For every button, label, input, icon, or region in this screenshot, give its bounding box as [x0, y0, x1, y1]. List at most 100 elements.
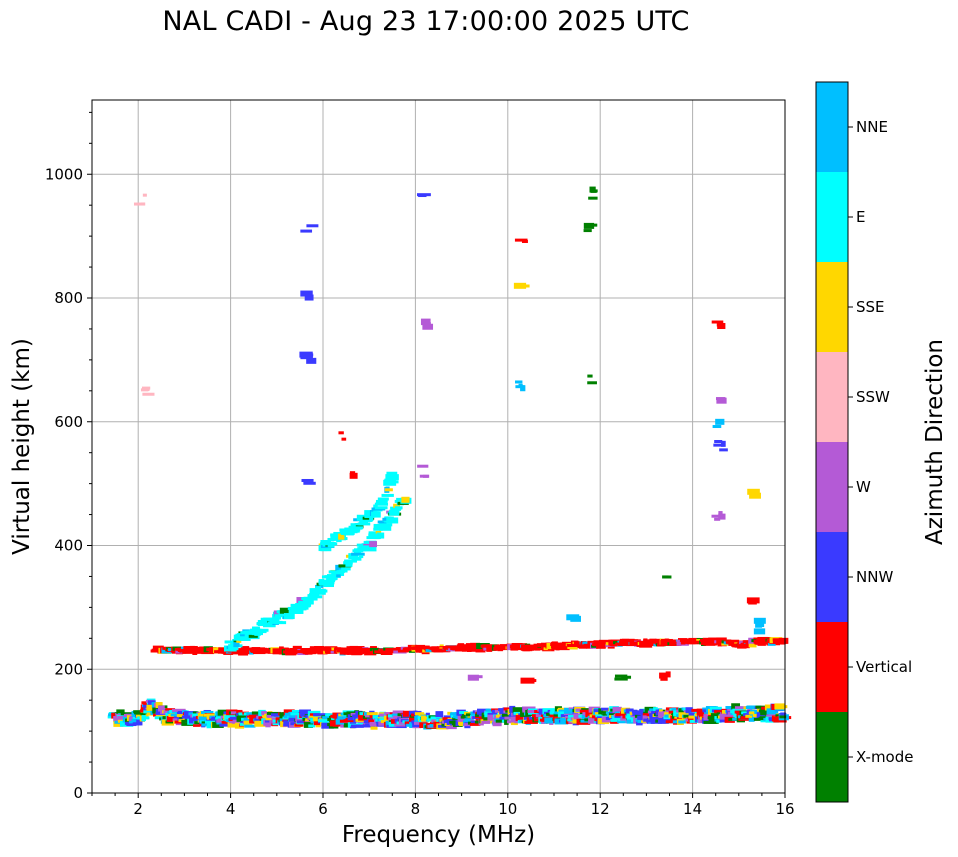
trace-mark — [764, 641, 769, 645]
trace-mark — [725, 706, 734, 710]
trace-mark — [464, 718, 474, 722]
echo-mark — [303, 481, 316, 485]
trace-mark — [170, 713, 181, 717]
echo-mark — [614, 677, 628, 681]
trace-mark — [605, 716, 618, 720]
y-tick-label: 200 — [54, 660, 83, 678]
trace-mark — [477, 708, 490, 715]
trace-mark — [141, 715, 146, 722]
trace-mark — [389, 509, 400, 516]
y-axis-label: Virtual height (km) — [9, 338, 35, 555]
trace-mark — [254, 717, 261, 724]
trace-mark — [362, 545, 377, 552]
trace-mark — [478, 713, 484, 717]
trace-mark — [343, 719, 358, 723]
trace-mark — [318, 719, 332, 723]
trace-mark — [659, 709, 664, 713]
chart-title: NAL CADI - Aug 23 17:00:00 2025 UTC — [162, 6, 690, 37]
trace-mark — [581, 708, 591, 712]
trace-mark — [394, 506, 403, 510]
x-tick-label: 10 — [498, 800, 517, 818]
echo-mark — [349, 472, 358, 479]
echo-mark — [753, 628, 766, 635]
echo-mark — [513, 282, 527, 289]
trace-mark — [348, 553, 358, 560]
echo-mark — [659, 672, 668, 679]
trace-mark — [689, 719, 699, 723]
trace-mark — [428, 646, 438, 650]
trace-mark — [401, 496, 410, 503]
trace-mark — [238, 637, 251, 641]
trace-mark — [591, 715, 598, 719]
colorbar-title: Azimuth Direction — [922, 339, 948, 545]
trace-mark — [125, 718, 133, 725]
trace-mark — [274, 621, 287, 625]
trace-mark — [727, 708, 733, 712]
trace-mark — [499, 716, 509, 720]
echo-mark — [570, 615, 581, 622]
echo-mark — [422, 323, 434, 330]
trace-mark — [288, 611, 294, 615]
trace-mark — [385, 474, 399, 481]
x-tick-label: 12 — [591, 800, 610, 818]
trace-mark — [248, 634, 258, 638]
colorbar-frame — [815, 81, 849, 803]
trace-mark — [201, 710, 214, 714]
trace-mark — [252, 626, 260, 630]
trace-mark — [233, 718, 240, 722]
trace-mark — [377, 520, 387, 524]
echo-mark — [416, 193, 431, 197]
trace-mark — [719, 713, 734, 720]
trace-mark — [578, 714, 583, 718]
trace-mark — [294, 723, 304, 727]
trace-mark — [780, 641, 786, 645]
echo-mark — [301, 478, 314, 482]
trace-mark — [779, 715, 787, 719]
trace-mark — [288, 716, 296, 723]
colorbar-segment — [816, 172, 848, 262]
trace-mark — [216, 721, 227, 725]
trace-mark — [188, 712, 196, 716]
colorbar-label: SSW — [856, 388, 890, 406]
trace-mark — [402, 710, 415, 717]
trace-mark — [512, 707, 526, 714]
trace-mark — [527, 710, 540, 714]
echo-mark — [718, 511, 723, 515]
echo-mark — [588, 196, 598, 200]
trace-mark — [385, 486, 390, 490]
x-axis-label: Frequency (MHz) — [342, 822, 535, 848]
trace-mark — [352, 529, 360, 533]
trace-mark — [155, 702, 163, 709]
trace-mark — [259, 650, 274, 654]
echo-mark — [142, 392, 155, 396]
trace-mark — [198, 716, 208, 723]
trace-mark — [655, 641, 660, 645]
trace-mark — [463, 723, 471, 727]
colorbar-label: X-mode — [856, 748, 913, 766]
echo-mark — [714, 517, 721, 521]
trace-mark — [509, 705, 516, 712]
trace-mark — [212, 721, 224, 728]
trace-mark — [381, 493, 394, 497]
trace-mark — [283, 613, 295, 620]
trace-mark — [374, 506, 388, 510]
trace-mark — [255, 717, 262, 721]
echo-mark — [749, 492, 761, 499]
trace-mark — [637, 711, 648, 715]
trace-mark — [386, 480, 399, 484]
trace-mark — [274, 614, 288, 618]
echo-mark — [665, 671, 671, 678]
colorbar: X-mode Vertical NNW W SSW SSE E NNE Azimuth Dire… — [815, 81, 948, 803]
trace-mark — [266, 714, 278, 718]
trace-mark — [354, 526, 364, 530]
trace-mark — [714, 710, 723, 714]
trace-mark — [290, 712, 299, 716]
echo-mark — [587, 374, 593, 378]
trace-mark — [208, 650, 214, 654]
trace-mark — [113, 720, 124, 727]
trace-mark — [227, 721, 237, 728]
trace-mark — [345, 563, 353, 567]
trace-mark — [343, 532, 354, 536]
trace-mark — [320, 646, 329, 653]
